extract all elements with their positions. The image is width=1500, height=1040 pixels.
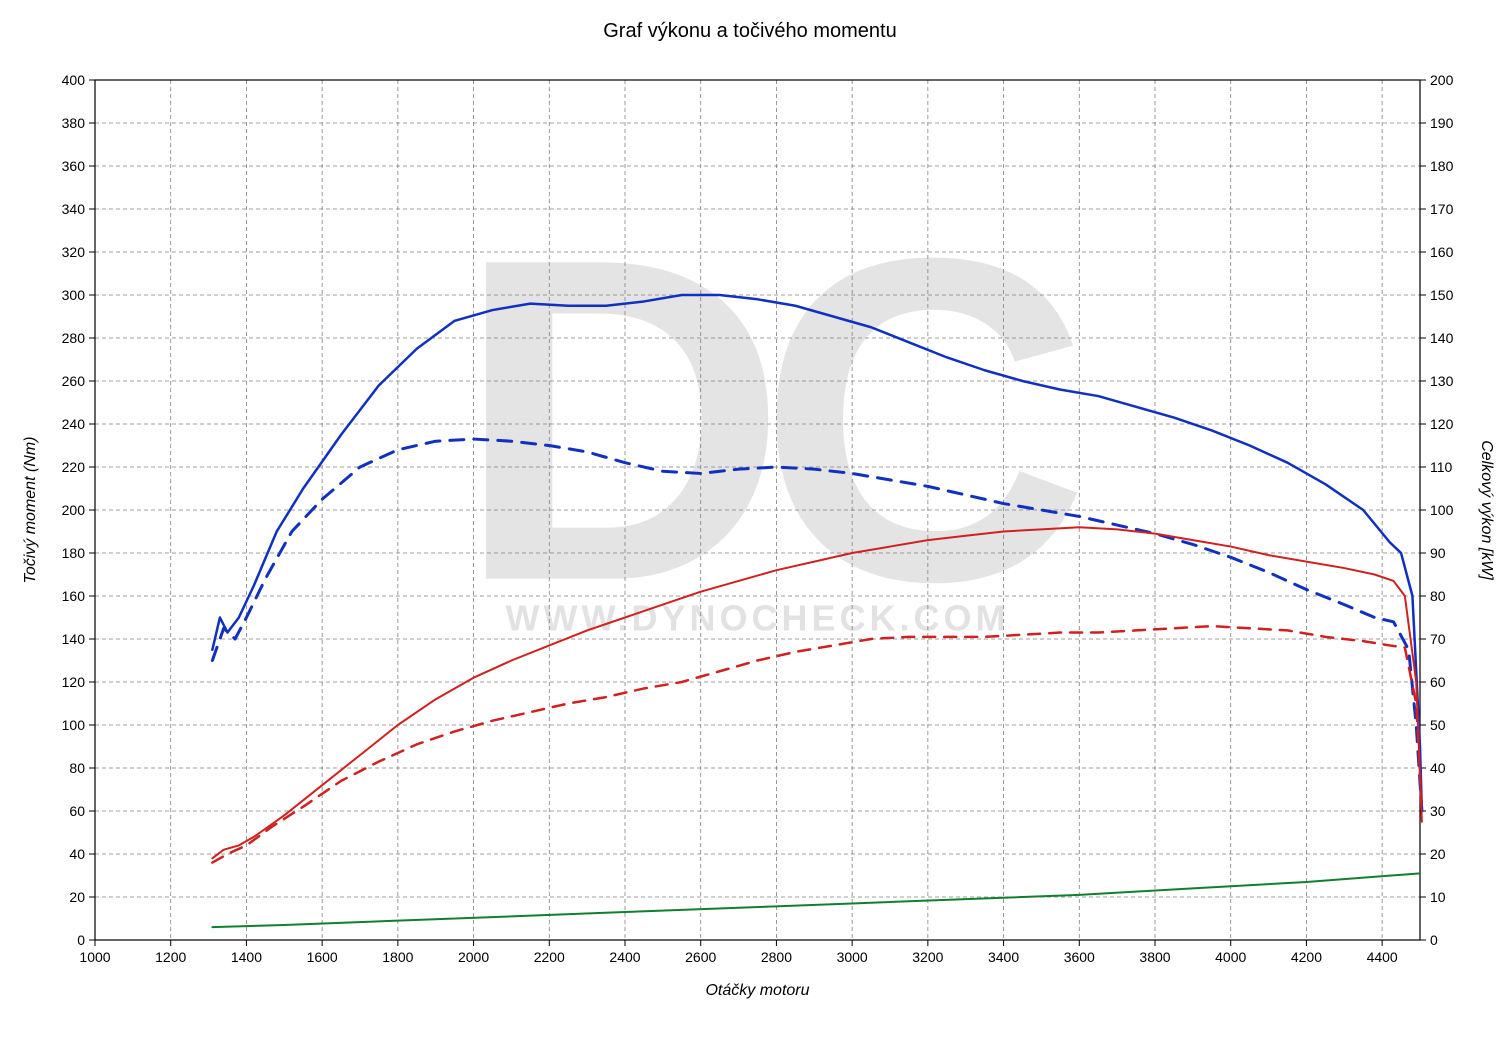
dyno-chart: DCWWW.DYNOCHECK.COM100012001400160018002… bbox=[0, 60, 1500, 1020]
x-tick-label: 3000 bbox=[837, 949, 868, 965]
y-right-tick-label: 110 bbox=[1430, 459, 1453, 475]
y-right-tick-label: 10 bbox=[1430, 889, 1446, 905]
x-tick-label: 3800 bbox=[1139, 949, 1170, 965]
x-tick-label: 2200 bbox=[534, 949, 565, 965]
y-left-tick-label: 0 bbox=[77, 932, 85, 948]
y-right-tick-label: 200 bbox=[1430, 72, 1454, 88]
y-left-tick-label: 340 bbox=[62, 201, 86, 217]
x-tick-label: 2800 bbox=[761, 949, 792, 965]
x-tick-label: 1600 bbox=[307, 949, 338, 965]
y-right-tick-label: 140 bbox=[1430, 330, 1454, 346]
y-left-tick-label: 280 bbox=[62, 330, 86, 346]
x-tick-label: 1200 bbox=[155, 949, 186, 965]
y-right-tick-label: 190 bbox=[1430, 115, 1454, 131]
chart-container: DCWWW.DYNOCHECK.COM100012001400160018002… bbox=[0, 60, 1500, 1040]
y-left-tick-label: 360 bbox=[62, 158, 86, 174]
y-right-tick-label: 170 bbox=[1430, 201, 1454, 217]
y-left-tick-label: 20 bbox=[69, 889, 85, 905]
x-tick-label: 3200 bbox=[912, 949, 943, 965]
y-left-tick-label: 320 bbox=[62, 244, 86, 260]
x-tick-label: 4400 bbox=[1367, 949, 1398, 965]
x-axis-label: Otáčky motoru bbox=[705, 982, 809, 999]
y-left-tick-label: 140 bbox=[62, 631, 86, 647]
x-tick-label: 2400 bbox=[609, 949, 640, 965]
y-left-tick-label: 400 bbox=[62, 72, 86, 88]
y-right-tick-label: 120 bbox=[1430, 416, 1454, 432]
y-left-tick-label: 120 bbox=[62, 674, 86, 690]
y-left-tick-label: 200 bbox=[62, 502, 86, 518]
y-left-tick-label: 40 bbox=[69, 846, 85, 862]
x-tick-label: 3600 bbox=[1064, 949, 1095, 965]
y-right-tick-label: 180 bbox=[1430, 158, 1454, 174]
y-right-axis-label: Celkový výkon [kW] bbox=[1478, 440, 1495, 580]
x-tick-label: 1800 bbox=[382, 949, 413, 965]
y-left-tick-label: 300 bbox=[62, 287, 86, 303]
y-left-tick-label: 180 bbox=[62, 545, 86, 561]
y-right-tick-label: 130 bbox=[1430, 373, 1454, 389]
x-tick-label: 4200 bbox=[1291, 949, 1322, 965]
y-right-tick-label: 0 bbox=[1430, 932, 1438, 948]
y-left-tick-label: 80 bbox=[69, 760, 85, 776]
y-left-tick-label: 60 bbox=[69, 803, 85, 819]
y-right-tick-label: 30 bbox=[1430, 803, 1446, 819]
y-left-tick-label: 240 bbox=[62, 416, 86, 432]
y-right-tick-label: 80 bbox=[1430, 588, 1446, 604]
x-tick-label: 2600 bbox=[685, 949, 716, 965]
y-left-tick-label: 220 bbox=[62, 459, 86, 475]
y-left-tick-label: 100 bbox=[62, 717, 86, 733]
y-right-tick-label: 50 bbox=[1430, 717, 1446, 733]
x-tick-label: 1400 bbox=[231, 949, 262, 965]
y-right-tick-label: 90 bbox=[1430, 545, 1446, 561]
y-left-tick-label: 160 bbox=[62, 588, 86, 604]
y-right-tick-label: 40 bbox=[1430, 760, 1446, 776]
y-left-tick-label: 260 bbox=[62, 373, 86, 389]
y-right-tick-label: 60 bbox=[1430, 674, 1446, 690]
y-right-tick-label: 100 bbox=[1430, 502, 1454, 518]
y-left-tick-label: 380 bbox=[62, 115, 86, 131]
x-tick-label: 3400 bbox=[988, 949, 1019, 965]
y-right-tick-label: 20 bbox=[1430, 846, 1446, 862]
y-right-tick-label: 70 bbox=[1430, 631, 1446, 647]
chart-title: Graf výkonu a točivého momentu bbox=[0, 0, 1500, 43]
series-drag_loss bbox=[212, 873, 1420, 927]
y-right-tick-label: 150 bbox=[1430, 287, 1454, 303]
x-tick-label: 4000 bbox=[1215, 949, 1246, 965]
y-right-tick-label: 160 bbox=[1430, 244, 1454, 260]
x-tick-label: 2000 bbox=[458, 949, 489, 965]
y-left-axis-label: Točivý moment (Nm) bbox=[22, 437, 39, 584]
x-tick-label: 1000 bbox=[79, 949, 110, 965]
